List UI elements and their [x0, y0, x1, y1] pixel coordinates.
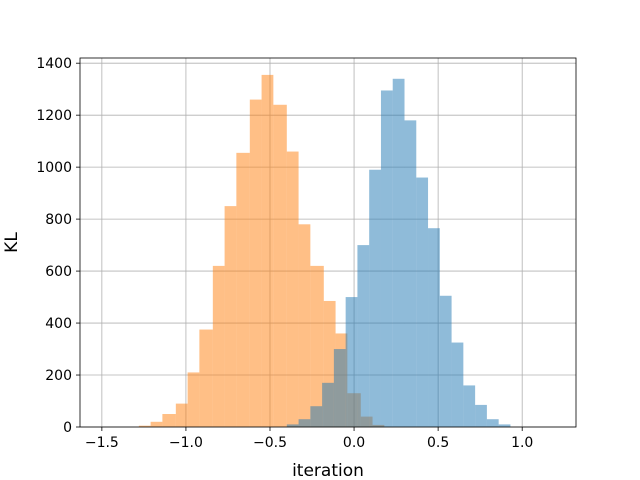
histogram-bar [486, 419, 499, 427]
histogram-bar [298, 419, 311, 427]
histogram-bar [498, 424, 511, 427]
histogram-bar [380, 90, 393, 427]
x-axis-label: iteration [292, 461, 364, 480]
histogram-bar [322, 382, 334, 427]
y-tick-label: 1400 [36, 56, 72, 72]
axes: −1.5 −1.0 −0.5 0.0 0.5 1.0 0 200 400 600 800 1000 12… [36, 56, 577, 451]
x-tick-label: 0.5 [427, 435, 449, 451]
histogram-bar [187, 372, 200, 427]
histogram-bar [357, 245, 370, 427]
x-tick-label: 0.0 [343, 435, 365, 451]
x-tick-label: 1.0 [511, 435, 533, 451]
histogram-bar [298, 224, 311, 427]
x-tick-label: −1.0 [169, 435, 203, 451]
y-tick-label: 1000 [36, 160, 72, 176]
histogram-bar [175, 403, 188, 427]
histogram-bar [286, 424, 299, 427]
histogram-bar [150, 421, 163, 427]
histogram-bar [392, 78, 405, 428]
histogram-bar [310, 406, 323, 427]
x-tick-label: −1.5 [85, 435, 119, 451]
histogram-bar [439, 295, 452, 427]
histogram-bar [162, 414, 176, 427]
y-tick-label: 600 [45, 264, 72, 280]
y-tick-label: 1200 [36, 108, 72, 124]
x-tick-label: −0.5 [253, 435, 287, 451]
histogram-bar [236, 152, 250, 428]
histogram-bar [286, 151, 299, 427]
histogram-bar [345, 297, 358, 427]
histogram-bar [199, 329, 213, 427]
histogram-bar [273, 104, 287, 427]
histogram-bar [212, 265, 225, 427]
histogram-bar [261, 74, 274, 428]
histogram-bar [416, 177, 429, 427]
y-tick-label: 400 [45, 316, 72, 332]
histogram-bar [224, 206, 237, 427]
y-tick-label: 0 [63, 420, 72, 436]
histogram-bar [138, 425, 151, 427]
histogram-bar [404, 120, 417, 427]
y-tick-label: 800 [45, 212, 72, 228]
y-axis-label: KL [2, 232, 22, 253]
y-tick-label: 200 [45, 368, 72, 384]
histogram-bar [249, 99, 262, 428]
histogram-bar [323, 300, 336, 427]
histogram-bar [310, 265, 324, 427]
histogram-bar [369, 169, 381, 427]
histogram-bar [463, 385, 476, 427]
histogram-bar [333, 349, 346, 427]
histogram-bar [475, 404, 487, 427]
histogram-bar [451, 342, 464, 427]
histogram-bar [428, 228, 440, 427]
plot-frame [79, 57, 577, 428]
histogram-bars [138, 74, 511, 428]
